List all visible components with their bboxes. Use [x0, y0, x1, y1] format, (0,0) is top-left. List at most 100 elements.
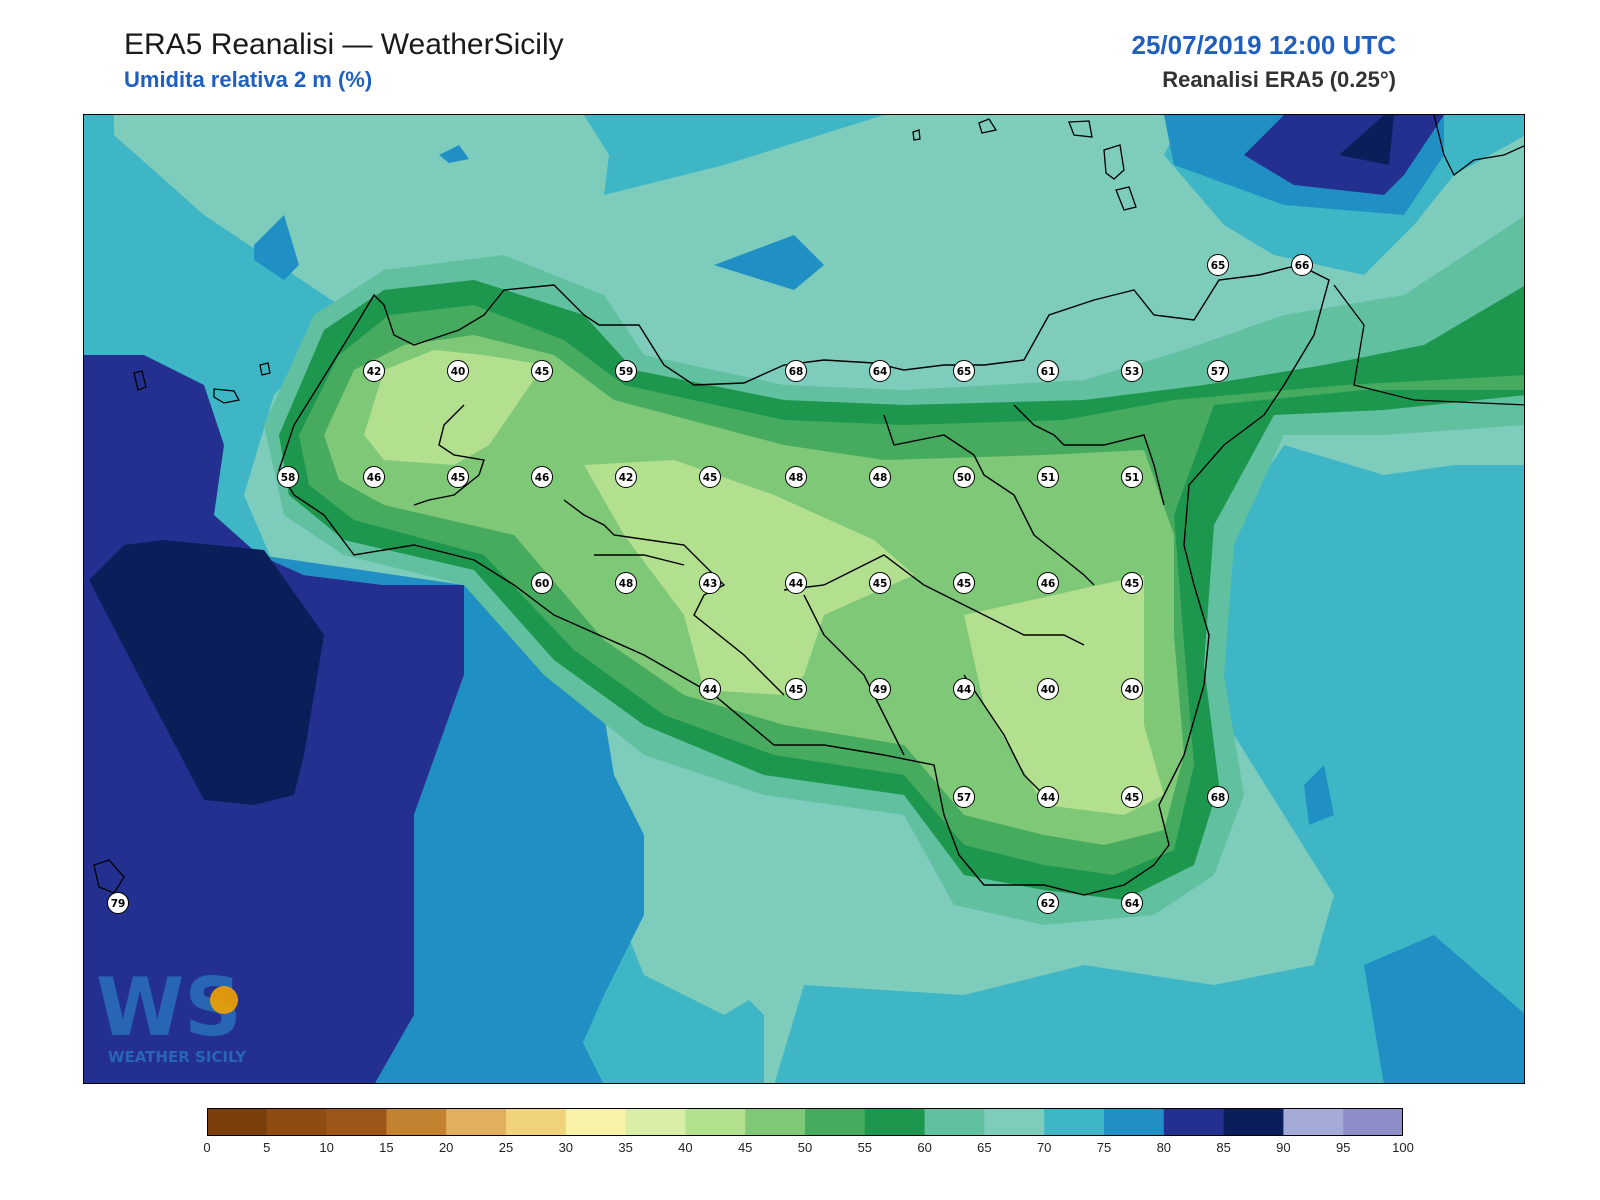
station-marker: 58	[277, 466, 299, 488]
station-value: 40	[1125, 684, 1140, 696]
station-marker: 57	[1207, 360, 1229, 382]
station-value: 46	[1041, 578, 1056, 590]
station-dot	[785, 678, 807, 700]
station-dot	[953, 360, 975, 382]
colorbar-segment	[386, 1108, 447, 1136]
colorbar-segment	[685, 1108, 746, 1136]
colorbar-tick-label: 75	[1096, 1140, 1112, 1155]
station-marker: 50	[953, 466, 975, 488]
station-value: 45	[451, 472, 466, 484]
station-marker: 59	[615, 360, 637, 382]
station-dot	[785, 572, 807, 594]
station-marker: 43	[699, 572, 721, 594]
colorbar-segment	[924, 1108, 985, 1136]
station-marker: 48	[785, 466, 807, 488]
station-marker: 40	[1121, 678, 1143, 700]
field-75-80-e	[1304, 765, 1334, 825]
colorbar-segment	[1343, 1108, 1403, 1136]
station-value: 64	[873, 366, 888, 378]
field-85-90-west	[89, 540, 324, 805]
station-dot	[1121, 786, 1143, 808]
station-value: 45	[535, 366, 550, 378]
station-marker: 44	[953, 678, 975, 700]
station-dot	[869, 572, 891, 594]
colorbar-segment	[1223, 1108, 1284, 1136]
station-value: 44	[1041, 792, 1056, 804]
humidity-map: 65 66 42 40 45 59 68 64 65 61 53 57 58 46 45 46 42 45 48 48…	[83, 114, 1525, 1084]
station-value: 57	[957, 792, 972, 804]
station-marker: 62	[1037, 892, 1059, 914]
station-dot	[1121, 892, 1143, 914]
station-marker: 40	[447, 360, 469, 382]
station-dot	[1207, 254, 1229, 276]
station-value: 58	[281, 472, 296, 484]
station-marker: 44	[699, 678, 721, 700]
station-value: 43	[703, 578, 718, 590]
field-75-80-s	[444, 985, 603, 1083]
station-value: 65	[957, 366, 972, 378]
station-value: 79	[111, 898, 126, 910]
station-value: 64	[1125, 898, 1140, 910]
station-marker: 40	[1037, 678, 1059, 700]
station-value: 50	[957, 472, 972, 484]
station-marker: 45	[785, 678, 807, 700]
svg-text:WEATHER SICILY: WEATHER SICILY	[108, 1048, 247, 1066]
colorbar-tick-label: 15	[379, 1140, 394, 1155]
station-value: 45	[1125, 578, 1140, 590]
colorbar-tick-label: 70	[1036, 1140, 1052, 1155]
station-dot	[1121, 678, 1143, 700]
station-marker: 44	[1037, 786, 1059, 808]
station-value: 40	[451, 366, 466, 378]
colorbar-segment	[864, 1108, 926, 1136]
colorbar-tick-label: 35	[618, 1140, 633, 1155]
colorbar-frame	[207, 1108, 1403, 1136]
colorbar-tick-label: 60	[917, 1140, 932, 1155]
field-65-70-south	[604, 795, 784, 1015]
station-value: 65	[1211, 260, 1226, 272]
station-marker: 65	[953, 360, 975, 382]
calabria-coast	[1333, 115, 1524, 406]
station-value: 62	[1041, 898, 1056, 910]
station-value: 66	[1295, 260, 1310, 272]
station-value: 49	[873, 684, 888, 696]
station-dot	[277, 466, 299, 488]
station-value: 40	[1041, 684, 1056, 696]
station-dot	[1037, 786, 1059, 808]
station-marker: 45	[531, 360, 553, 382]
station-marker: 44	[785, 572, 807, 594]
valid-datetime: 25/07/2019 12:00 UTC	[1131, 30, 1396, 60]
station-dot	[869, 466, 891, 488]
colorbar-segment	[1044, 1108, 1105, 1136]
station-dot	[615, 466, 637, 488]
colorbar-tick-label: 25	[498, 1140, 514, 1155]
station-marker: 46	[363, 466, 385, 488]
station-value: 51	[1125, 472, 1140, 484]
variable-subtitle: Umidita relativa 2 m (%)	[124, 67, 373, 92]
station-marker: 51	[1037, 466, 1059, 488]
station-marker: 65	[1207, 254, 1229, 276]
station-dot	[447, 360, 469, 382]
colorbar-tick-label: 20	[438, 1140, 454, 1155]
station-marker: 60	[531, 572, 553, 594]
colorbar-tick-label: 50	[797, 1140, 813, 1155]
colorbar-tick-label: 0	[203, 1140, 211, 1155]
colorbar-ticks: 0 5 10 15 20 25 30 35 40 45 50 55 60 65 70 75 80 85 90 95 10…	[203, 1140, 1413, 1160]
station-dot	[1037, 572, 1059, 594]
station-value: 60	[535, 578, 550, 590]
station-value: 48	[619, 578, 634, 590]
field-75-80-small	[439, 145, 469, 163]
colorbar-tick-label: 90	[1276, 1140, 1291, 1155]
station-marker: 48	[615, 572, 637, 594]
station-marker: 68	[785, 360, 807, 382]
colorbar-segment	[805, 1108, 866, 1136]
station-value: 53	[1125, 366, 1140, 378]
station-dot	[107, 892, 129, 914]
colorbar-segment	[1283, 1108, 1344, 1136]
colorbar-segment	[207, 1108, 268, 1136]
colorbar-tick-label: 5	[263, 1140, 271, 1155]
station-value: 59	[619, 366, 634, 378]
colorbar-segment	[565, 1108, 627, 1136]
station-dot	[1121, 360, 1143, 382]
field-75-80-nw	[254, 215, 299, 280]
colorbar-segment	[1104, 1108, 1165, 1136]
